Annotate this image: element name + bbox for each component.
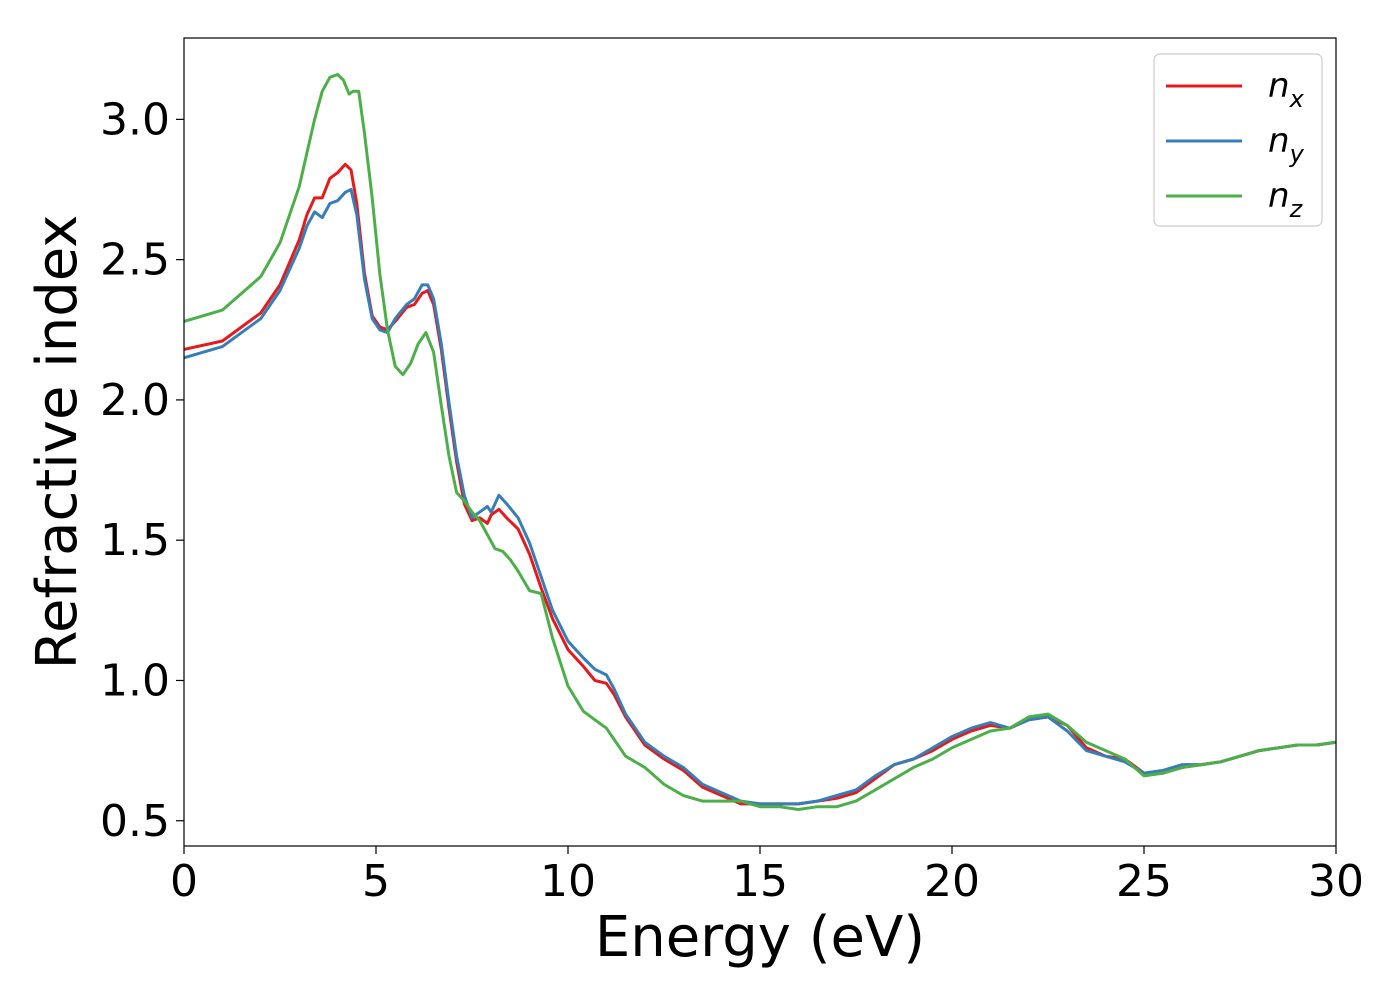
y-tick-label: 2.0: [100, 375, 170, 426]
y-tick-label: 2.5: [100, 235, 170, 286]
x-tick-label: 30: [1308, 856, 1364, 907]
x-tick-label: 25: [1116, 856, 1172, 907]
x-tick-label: 20: [924, 856, 980, 907]
x-tick-label: 10: [540, 856, 596, 907]
y-tick-label: 3.0: [100, 94, 170, 145]
series-line-ny: [184, 188, 1336, 806]
y-tick-label: 1.0: [100, 655, 170, 706]
x-axis-title: Energy (eV): [595, 905, 925, 970]
x-tick-label: 5: [362, 856, 390, 907]
x-tick-label: 0: [170, 856, 198, 907]
plot-frame: [183, 37, 1337, 847]
axis-ticks: 0 5 10 15 20 25 30 0.5 1.0 1.5 2.0 2.5 3.0: [100, 94, 1364, 907]
y-axis-title: Refractive index: [25, 215, 90, 670]
y-tick-label: 1.5: [100, 515, 170, 566]
series-line-nz: [184, 73, 1336, 811]
plot-area: [184, 73, 1336, 811]
y-tick-label: 0.5: [100, 796, 170, 847]
x-tick-label: 15: [732, 856, 788, 907]
